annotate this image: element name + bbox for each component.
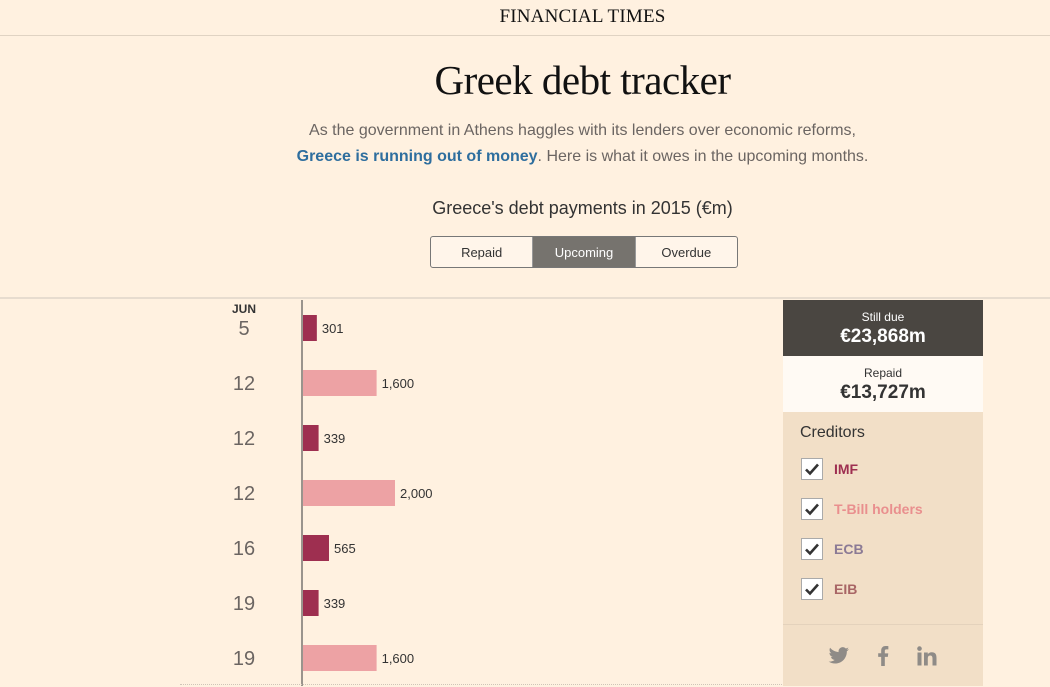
check-icon [805,503,819,516]
checkbox-ecb[interactable] [801,538,823,560]
still-due-label: Still due [861,310,905,324]
debt-bar [303,425,319,451]
tab-upcoming[interactable]: Upcoming [533,237,636,267]
masthead: FINANCIAL TIMES [0,0,1050,36]
checkbox-tbill[interactable] [801,498,823,520]
chart-title: Greece's debt payments in 2015 (€m) [432,198,733,218]
twitter-icon[interactable] [828,645,850,667]
facebook-icon[interactable] [872,645,894,667]
day-label: 12 [233,428,255,450]
check-icon [805,543,819,556]
debt-bar [303,315,317,341]
tab-overdue[interactable]: Overdue [661,244,712,260]
creditor-imf-label: IMF [834,461,859,477]
bar-value-label: 565 [334,541,356,556]
bar-value-label: 301 [322,321,344,336]
tab-bar: Repaid Upcoming Overdue [430,236,738,268]
share-bar [783,624,983,687]
bar-value-label: 2,000 [400,486,433,501]
repaid-box: Repaid €13,727m [783,356,983,412]
creditor-ecb-toggle[interactable]: ECB [801,536,983,562]
check-icon [805,463,819,476]
debt-bar [303,535,329,561]
day-label: 12 [233,373,255,395]
intro-text: As the government in Athens haggles with… [0,118,1050,170]
day-label: 5 [238,318,249,340]
repaid-value: €13,727m [840,382,926,403]
page-title: Greek debt tracker [434,57,731,103]
tab-repaid[interactable]: Repaid [431,237,534,267]
creditor-eib-toggle[interactable]: EIB [801,576,983,602]
debt-bar [303,590,319,616]
day-label: 12 [233,483,255,505]
linkedin-icon[interactable] [916,645,938,667]
dotted-separator [180,684,790,685]
creditor-tbill-label: T-Bill holders [834,501,923,517]
section-divider [0,297,1050,299]
summary-panel: Still due €23,868m Repaid €13,727m Credi… [783,300,983,686]
repaid-label: Repaid [863,366,903,380]
bar-value-label: 339 [324,431,346,446]
bar-value-label: 1,600 [382,376,415,391]
creditor-eib-label: EIB [834,581,858,597]
bar-value-label: 339 [324,596,346,611]
checkbox-eib[interactable] [801,578,823,600]
day-label: 16 [233,538,255,560]
creditor-ecb-label: ECB [834,541,864,557]
day-label: 19 [233,648,255,670]
check-icon [805,583,819,596]
debt-bar [303,480,395,506]
still-due-value: €23,868m [840,326,926,347]
month-label: JUN [232,302,256,316]
debt-bar [303,645,377,671]
intro-before: As the government in Athens haggles with… [309,122,856,139]
creditor-tbill-toggle[interactable]: T-Bill holders [801,496,983,522]
debt-chart: JUN 5 301 12 1,600 12 339 12 2,000 16 565 19 339 19 1,… [232,300,433,686]
checkbox-imf[interactable] [801,458,823,480]
masthead-logo[interactable]: FINANCIAL TIMES [499,6,666,27]
creditors-title: Creditors [800,424,865,441]
day-label: 19 [233,593,255,615]
bar-value-label: 1,600 [382,651,415,666]
creditor-imf-toggle[interactable]: IMF [801,456,983,482]
still-due-box: Still due €23,868m [783,300,983,356]
intro-link[interactable]: Greece is running out of money [296,148,538,165]
intro-after: . Here is what it owes in the upcoming m… [537,148,869,165]
debt-bar [303,370,377,396]
